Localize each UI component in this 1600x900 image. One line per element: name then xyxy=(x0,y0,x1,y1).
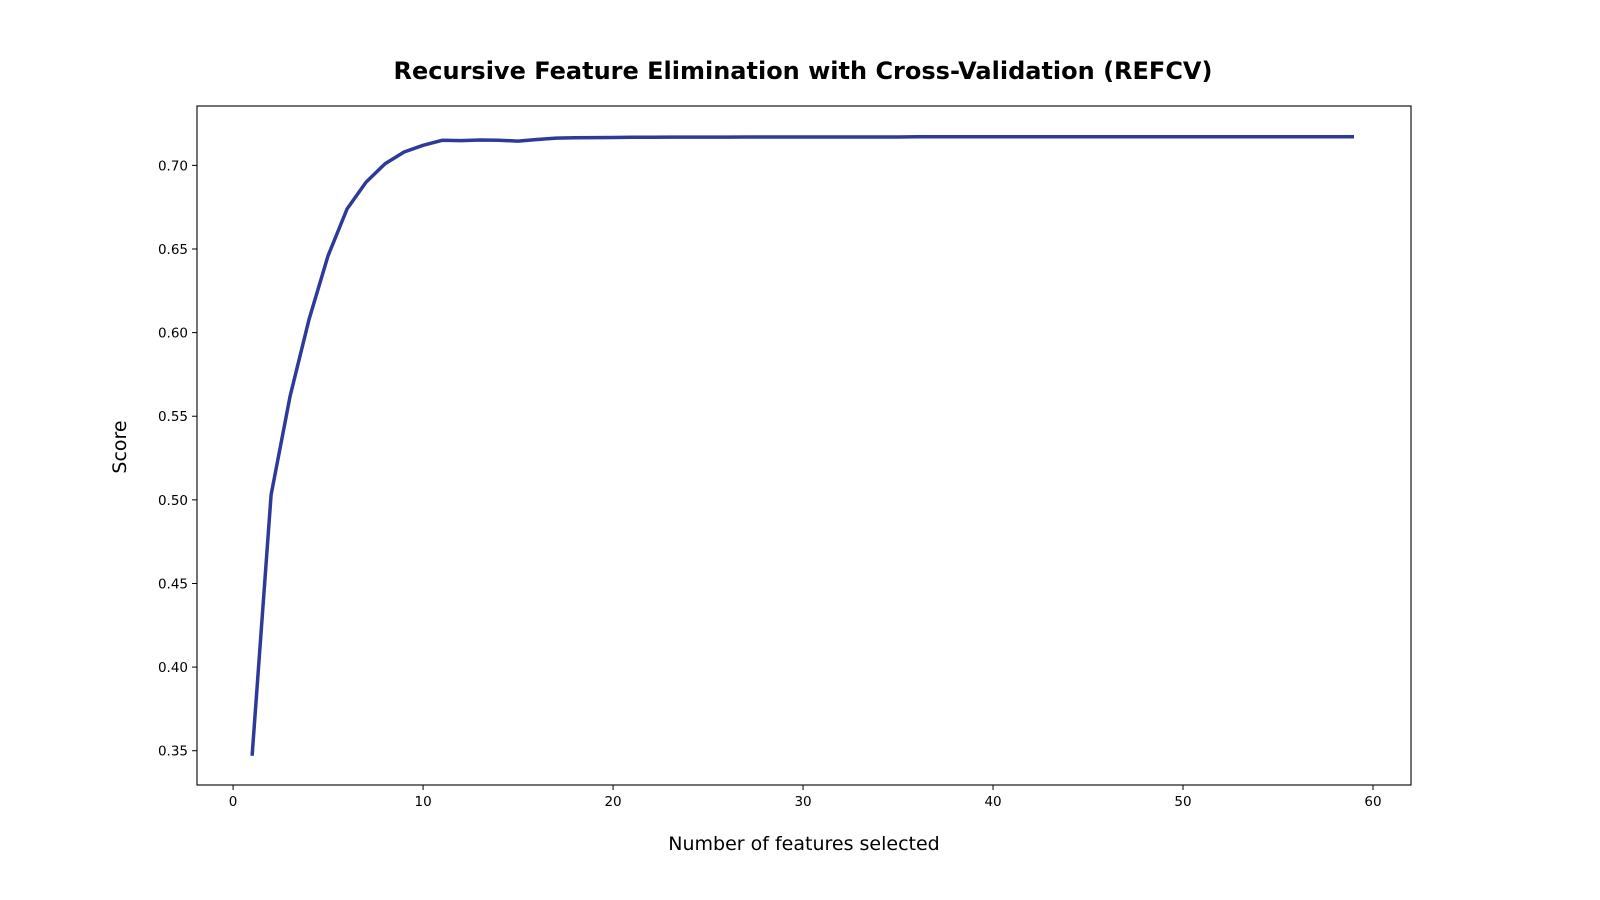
y-axis-ticks: 0.35 0.40 0.45 0.50 0.55 0.60 0.65 0.70 xyxy=(158,158,197,760)
y-tick-label: 0.45 xyxy=(158,576,188,592)
y-tick-label: 0.70 xyxy=(158,158,188,174)
x-axis-label: Number of features selected xyxy=(668,833,939,855)
x-tick-label: 0 xyxy=(229,794,238,810)
y-tick-label: 0.60 xyxy=(158,326,188,342)
y-tick-label: 0.35 xyxy=(158,744,188,760)
x-tick-label: 40 xyxy=(984,794,1001,810)
score-line xyxy=(250,135,1354,756)
y-tick-label: 0.50 xyxy=(158,493,188,509)
y-tick-label: 0.65 xyxy=(158,242,188,258)
x-tick-label: 50 xyxy=(1174,794,1191,810)
x-tick-label: 20 xyxy=(604,794,621,810)
series-layer xyxy=(250,135,1354,756)
x-tick-label: 60 xyxy=(1364,794,1381,810)
chart-title: Recursive Feature Elimination with Cross… xyxy=(394,57,1213,85)
plot-frame xyxy=(196,105,1412,786)
x-tick-label: 30 xyxy=(794,794,811,810)
x-tick-label: 10 xyxy=(414,794,431,810)
y-tick-label: 0.55 xyxy=(158,409,188,425)
y-axis-label: Score xyxy=(109,420,131,473)
x-axis-ticks: 0 10 20 30 40 50 60 xyxy=(229,785,1382,810)
y-tick-label: 0.40 xyxy=(158,660,188,676)
